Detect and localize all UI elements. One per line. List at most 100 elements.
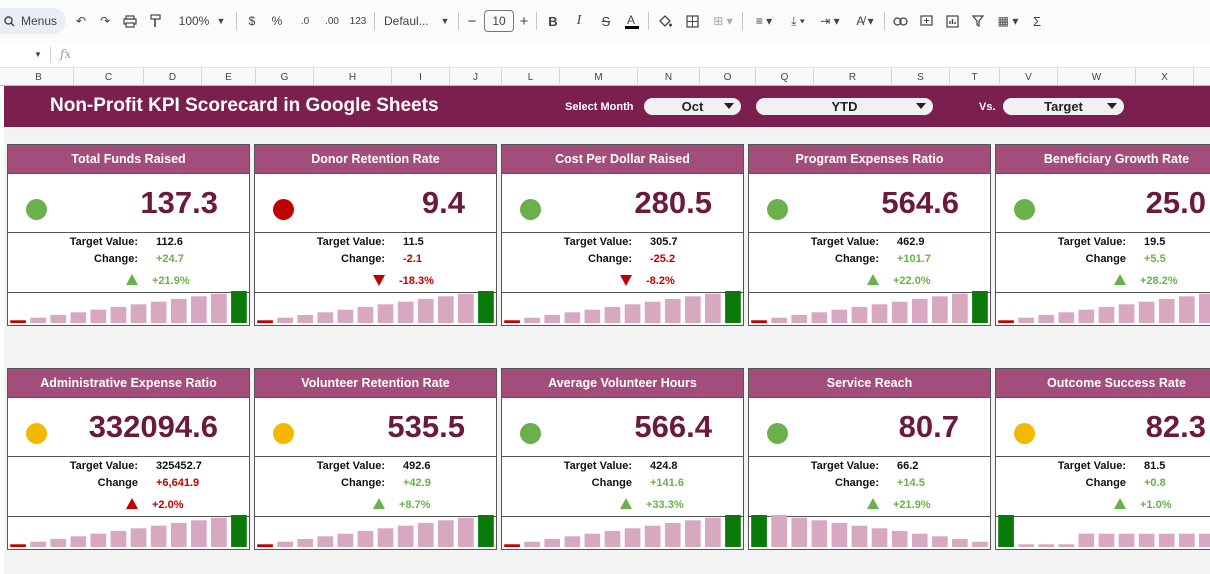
column-header-g[interactable]: G [256,68,314,86]
column-header-q[interactable]: Q [756,68,814,86]
functions-icon[interactable]: Σ [1032,13,1042,29]
change-percent: +22.0% [893,275,931,287]
sparkline-bar [791,315,808,323]
sparkline-bar [1118,533,1135,547]
text-rotation-icon[interactable]: A̸ ▾ [856,14,874,28]
change-label: Change [1085,253,1126,265]
currency-format-button[interactable]: $ [248,14,256,28]
change-label: Change [591,477,632,489]
change-label: Change [1085,477,1126,489]
sparkline-bar [90,533,107,547]
card-divider [8,516,249,517]
text-wrapping-icon[interactable]: ⇥ ▾ [820,14,840,28]
sparkline-bar [1018,317,1034,323]
filter-views-icon[interactable]: ▦ ▾ [997,14,1019,28]
bold-button[interactable]: B [548,13,558,29]
sparkline-bar [337,533,354,547]
column-header-v[interactable]: V [1000,68,1058,86]
merge-cells-icon[interactable]: ⊞ ▾ [713,14,733,28]
column-header-l[interactable]: L [502,68,560,86]
undo-icon[interactable]: ↶ [75,14,87,28]
column-header-c[interactable]: C [74,68,144,86]
change-percent: +28.2% [1140,275,1178,287]
change-label: Change [97,477,138,489]
change-value: +0.8 [1144,477,1166,489]
column-header-o[interactable]: O [700,68,756,86]
chevron-down-icon [724,103,734,109]
column-header-r[interactable]: R [814,68,892,86]
number-format-button[interactable]: 123 [349,15,367,27]
font-size-input[interactable]: 10 [484,10,514,32]
column-header-x[interactable]: X [1136,68,1194,86]
target-label: Target Value: [1057,460,1126,472]
insert-chart-icon[interactable] [944,11,960,31]
insert-link-icon[interactable] [892,11,908,31]
vertical-align-icon[interactable]: ⤓ ▾ [791,13,805,28]
trend-up-icon [867,498,879,509]
period-dropdown[interactable]: YTD [756,98,933,115]
sparkline-bar [478,515,494,547]
decrease-font-size-icon[interactable]: − [467,12,477,30]
change-value: +141.6 [650,477,684,489]
font-chevron-down-icon[interactable]: ▼ [440,16,450,26]
borders-icon[interactable] [684,11,700,31]
sparkline-bar [30,541,46,547]
font-family-select[interactable]: Defaul... [384,14,429,28]
sparkline-bar [604,531,621,547]
name-box-chevron-down-icon[interactable]: ▼ [34,50,42,59]
zoom-select[interactable]: 100% [178,14,210,28]
paint-format-icon[interactable] [148,11,164,31]
column-header-h[interactable]: H [314,68,392,86]
sparkline-bar [438,296,454,323]
print-icon[interactable] [122,11,138,31]
text-color-icon[interactable]: A [624,11,640,31]
strikethrough-icon[interactable]: S [601,13,611,29]
change-percent: +1.0% [1140,499,1172,511]
sparkline-bar [1058,312,1075,323]
card-divider [255,292,496,293]
zoom-chevron-down-icon[interactable]: ▼ [216,16,226,26]
column-header-w[interactable]: W [1058,68,1136,86]
italic-button[interactable]: I [576,13,582,28]
horizontal-align-icon[interactable]: ≡ ▾ [755,14,773,28]
comparison-dropdown[interactable]: Target [1003,98,1124,115]
trend-sparkline [10,291,247,323]
chevron-down-icon [916,103,926,109]
menus-button[interactable]: Menus [0,8,66,34]
increase-decimal-button[interactable]: .00 [325,15,339,27]
change-percent: -8.2% [646,275,675,287]
sparkline-bar [357,531,374,547]
change-value: +6,641.9 [156,477,200,489]
trend-down-icon [620,275,632,286]
fill-color-icon[interactable] [658,11,672,31]
sparkline-bar [998,320,1014,323]
filter-icon[interactable] [970,11,986,31]
percent-format-button[interactable]: % [271,14,283,28]
decrease-decimal-button[interactable]: .0 [300,15,310,27]
target-label: Target Value: [69,460,138,472]
column-header-j[interactable]: J [450,68,502,86]
column-header-i[interactable]: I [392,68,450,86]
trend-up-icon [373,498,385,509]
column-header-n[interactable]: N [638,68,700,86]
increase-font-size-icon[interactable]: + [519,12,529,30]
column-header-s[interactable]: S [892,68,950,86]
sparkline-bar [705,517,721,547]
insert-comment-icon[interactable] [918,11,934,31]
card-divider [502,292,743,293]
column-header-b[interactable]: B [4,68,74,86]
column-header-e[interactable]: E [202,68,256,86]
chevron-down-icon [1107,103,1117,109]
redo-icon[interactable]: ↷ [99,14,111,28]
column-header-m[interactable]: M [560,68,638,86]
column-header-d[interactable]: D [144,68,202,86]
status-indicator-icon [273,199,294,220]
change-percent: +21.9% [893,499,931,511]
sparkline-bar [417,523,434,547]
month-dropdown[interactable]: Oct [644,98,741,115]
target-label: Target Value: [563,236,632,248]
column-header-t[interactable]: T [950,68,1000,86]
sparkline-bar [1038,544,1055,547]
sparkline-bar [257,544,273,547]
sparkline-bar [1078,533,1095,547]
